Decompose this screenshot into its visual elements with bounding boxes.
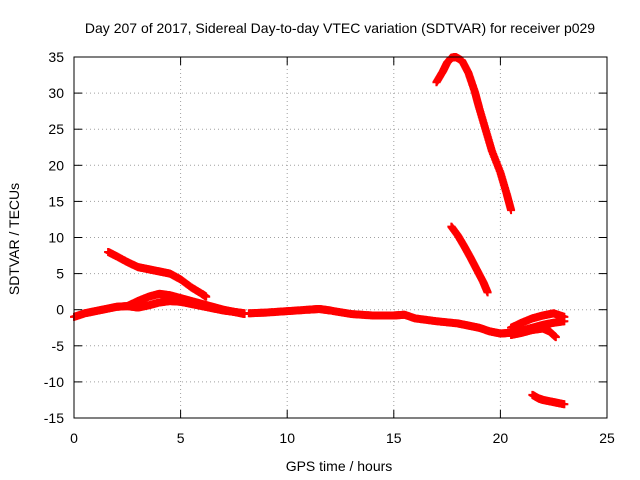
data-point [560,312,569,321]
x-tick-label: 5 [177,430,185,446]
y-axis-label: SDTVAR / TECUs [6,183,22,295]
y-tick-label: 15 [48,193,64,209]
series-s3 [104,247,211,301]
y-tick-label: 25 [48,121,64,137]
y-tick-label: -5 [52,338,65,354]
series-s9 [528,390,569,409]
x-tick-label: 20 [493,430,509,446]
plot-border [73,56,608,419]
y-tick-label: 5 [56,266,64,282]
series-s8 [447,222,492,297]
x-tick-label: 25 [599,430,615,446]
grid-lines [74,57,607,418]
x-tick-label: 15 [386,430,402,446]
y-tick-label: -15 [44,410,64,426]
data-point [507,206,516,215]
x-tick-label: 0 [70,430,78,446]
x-tick-label: 10 [279,430,295,446]
data-point [551,333,560,342]
y-tick-label: 35 [48,49,64,65]
y-tick-label: -10 [44,374,64,390]
axis-ticks: 0 5 10 15 20 25 -15 -10 -5 0 5 10 15 20 25 30 35 [44,49,615,446]
series-s5 [507,309,569,332]
chart-title: Day 207 of 2017, Sidereal Day-to-day VTE… [85,20,595,36]
y-tick-label: 0 [56,302,64,318]
series-s2 [123,289,249,319]
data-point [560,400,569,409]
y-tick-label: 30 [48,85,64,101]
y-tick-label: 20 [48,157,64,173]
y-tick-label: 10 [48,230,64,246]
series-s6 [507,324,560,342]
series-s7 [432,53,516,215]
data-point [483,288,492,297]
x-axis-label: GPS time / hours [286,458,393,474]
data-points [70,53,569,409]
data-point [202,292,211,301]
